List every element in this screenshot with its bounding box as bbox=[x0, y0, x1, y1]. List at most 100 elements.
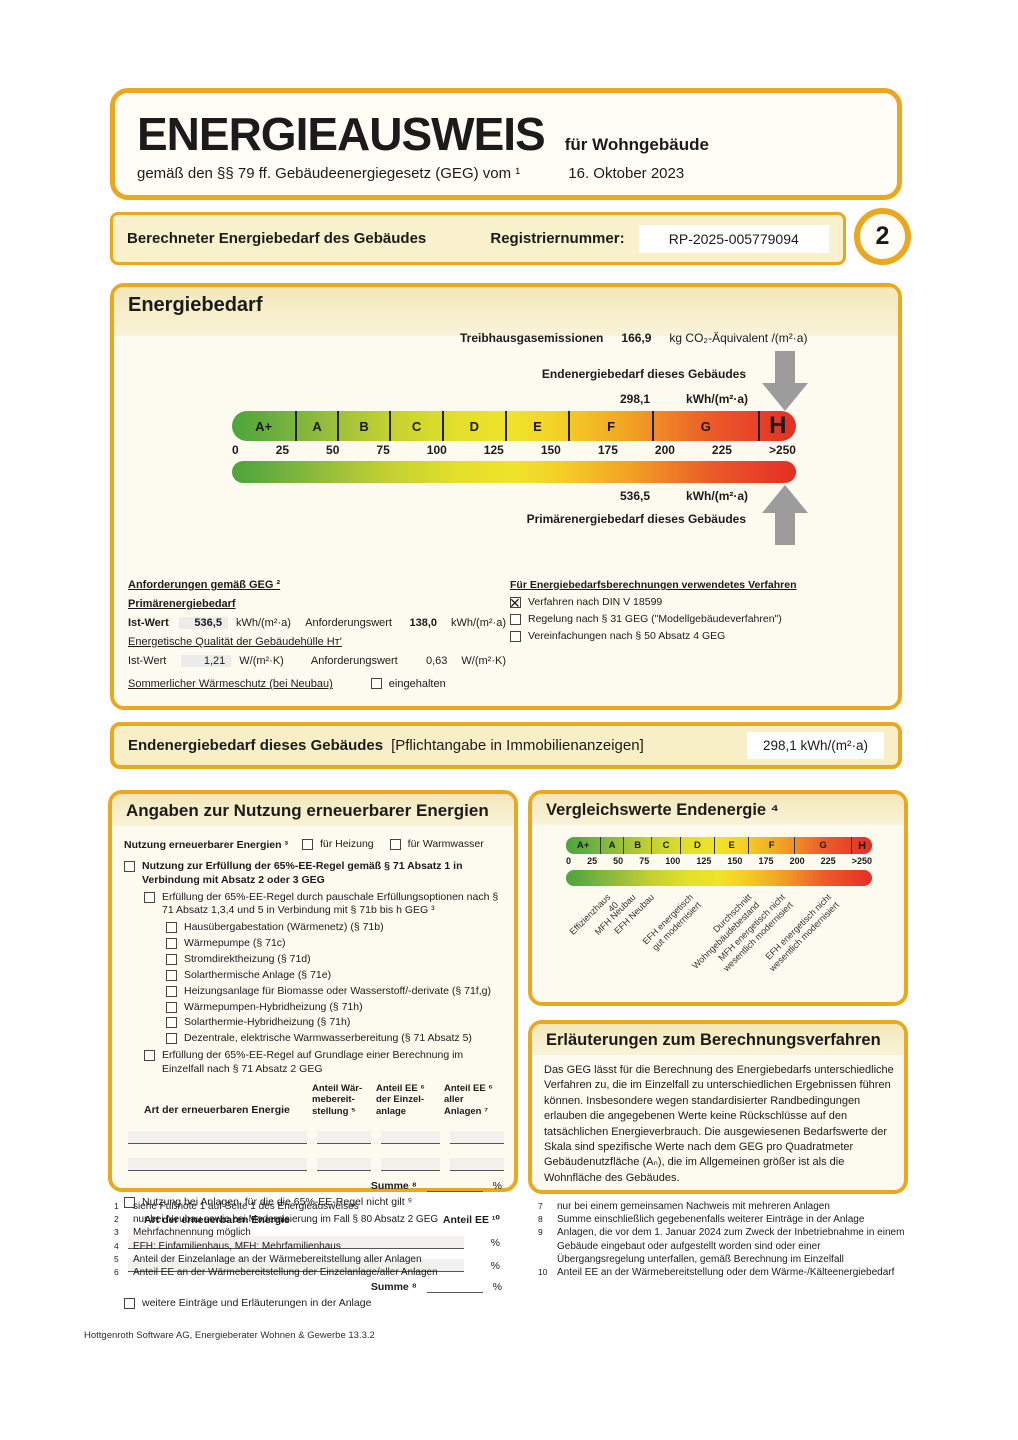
footnote: 5 Anteil der Einzelanlage an der Wärmebe… bbox=[114, 1253, 526, 1266]
checkbox[interactable] bbox=[166, 922, 177, 934]
checkbox[interactable] bbox=[510, 613, 521, 625]
anforderungswert-unit: kWh/(m²·a) bbox=[451, 617, 506, 629]
pauschal-sub-option-label: Dezentrale, elektrische Warmwasserbereit… bbox=[184, 1032, 472, 1045]
ghg-value: 166,9 bbox=[621, 331, 652, 345]
treibhausgas-row: Treibhausgasemissionen 166,9 kg CO₂-Äqui… bbox=[460, 331, 807, 345]
pauschal-option: Erfüllung der 65%-EE-Regel durch pauscha… bbox=[144, 891, 504, 919]
percent-sign: % bbox=[490, 1259, 500, 1272]
anforderungswert-value: 0,63 bbox=[425, 655, 448, 667]
scale-segment: A bbox=[295, 411, 337, 441]
checkbox[interactable] bbox=[370, 678, 382, 689]
footnote: 1 siehe Fußnote 1 auf Seite 1 des Energi… bbox=[114, 1200, 526, 1213]
pauschal-sub-option: Heizungsanlage für Biomasse oder Wassers… bbox=[166, 985, 504, 999]
geg-date: 16. Oktober 2023 bbox=[568, 165, 685, 182]
checkbox[interactable] bbox=[124, 860, 135, 872]
col-ee-alle-anlagen-label: Anteil EE ⁶ aller Anlagen ⁷ bbox=[444, 1082, 493, 1117]
checkbox[interactable] bbox=[144, 891, 155, 903]
scale-segment-letter: C bbox=[411, 418, 422, 434]
footnote-number: 3 bbox=[114, 1227, 119, 1238]
scale-segment: E bbox=[714, 837, 748, 854]
vergleich-class-bar: A+ A B C D E F G bbox=[566, 837, 872, 854]
vergleich-scale: A+ A B C D E F G bbox=[566, 837, 872, 886]
footnote-text: nur bei Neubau sowie bei Modernisierung … bbox=[133, 1214, 439, 1226]
summe-label: Summe ⁸ bbox=[370, 1280, 417, 1293]
pflichtangabe-bar: Endenergiebedarf dieses Gebäudes [Pflich… bbox=[110, 722, 902, 769]
anforderungswert-value: 138,0 bbox=[409, 617, 437, 629]
pauschal-sub-option: Wärmepumpe (§ 71c) bbox=[166, 937, 504, 951]
input-line[interactable] bbox=[316, 1158, 372, 1172]
footnote-number: 4 bbox=[114, 1240, 119, 1251]
einzelfall-label: Erfüllung der 65%-EE-Regel auf Grundlage… bbox=[162, 1049, 464, 1076]
input-line[interactable] bbox=[128, 1131, 307, 1145]
checkbox[interactable] bbox=[166, 985, 177, 997]
footnote-number: 6 bbox=[114, 1266, 119, 1277]
checkbox[interactable] bbox=[144, 1050, 155, 1062]
scale-segment: C bbox=[651, 837, 679, 854]
section-energiebedarf: Energiebedarf Treibhausgasemissionen 166… bbox=[110, 283, 902, 710]
scale-segment-letter: B bbox=[634, 840, 642, 851]
page-number: 2 bbox=[875, 222, 890, 250]
nutzung-option: für Heizung bbox=[301, 838, 374, 852]
input-line[interactable] bbox=[449, 1158, 504, 1172]
checkbox[interactable] bbox=[301, 839, 313, 850]
percent-sign: % bbox=[492, 1180, 502, 1193]
summe-label: Summe ⁸ bbox=[370, 1180, 417, 1193]
scale-tick: 225 bbox=[820, 856, 836, 866]
input-line[interactable] bbox=[316, 1131, 372, 1145]
scale-tick: 175 bbox=[758, 856, 774, 866]
weitere-eintraege-option: weitere Einträge und Erläuterungen in de… bbox=[124, 1297, 504, 1311]
ee-table2-row: % bbox=[128, 1258, 504, 1272]
footnote-text: Anteil EE an der Wärmebereitstellung ode… bbox=[557, 1266, 895, 1278]
checkbox[interactable] bbox=[166, 1017, 177, 1029]
registration-number-value[interactable]: RP-2025-005779094 bbox=[638, 224, 829, 253]
checkbox[interactable] bbox=[389, 839, 401, 850]
vergleichswerte-title: Vergleichswerte Endenergie ⁴ bbox=[532, 794, 904, 825]
page-subtitle: für Wohngebäude bbox=[564, 135, 709, 154]
scale-tick: 25 bbox=[587, 856, 598, 866]
pauschal-sub-option: Solarthermie-Hybridheizung (§ 71h) bbox=[166, 1016, 504, 1030]
ist-wert-unit: kWh/(m²·a) bbox=[235, 617, 291, 629]
footnote-number: 1 bbox=[114, 1201, 119, 1211]
input-line[interactable] bbox=[426, 1179, 483, 1193]
weitere-eintraege-label: weitere Einträge und Erläuterungen in de… bbox=[142, 1296, 372, 1309]
scale-tick: 0 bbox=[566, 856, 572, 866]
verfahren-heading: Für Energiebedarfsberechnungen verwendet… bbox=[510, 579, 797, 591]
scale-segment: G bbox=[793, 837, 851, 854]
checkbox[interactable] bbox=[166, 969, 177, 981]
primaerenergiebedarf-heading: Primärenergiebedarf bbox=[128, 598, 236, 610]
input-line[interactable] bbox=[128, 1235, 464, 1249]
checkbox[interactable] bbox=[166, 1001, 177, 1013]
percent-sign: % bbox=[492, 1280, 502, 1293]
checkbox[interactable] bbox=[510, 630, 521, 642]
verfahren-block: Für Energiebedarfsberechnungen verwendet… bbox=[509, 579, 896, 647]
anforderungen-block: Anforderungen gemäß GEG ² Primärenergieb… bbox=[128, 579, 506, 702]
scale-segment: B bbox=[336, 411, 389, 441]
footnotes-right: 7 nur bei einem gemeinsamen Nachweis mit… bbox=[538, 1200, 910, 1279]
scale-segment: A+ bbox=[566, 837, 600, 854]
energiebedarf-title: Energiebedarf bbox=[114, 287, 898, 336]
checkbox[interactable] bbox=[166, 954, 177, 966]
primaerenergie-requirement-row: Ist-Wert 536,5 kWh/(m²·a) Anforderungswe… bbox=[128, 617, 506, 629]
verfahren-option-label: Verfahren nach DIN V 18599 bbox=[528, 596, 663, 608]
input-line[interactable] bbox=[381, 1131, 440, 1145]
scale-tick: 100 bbox=[665, 856, 681, 866]
scale-segment: H bbox=[757, 411, 796, 441]
anforderungswert-unit: W/(m²·K) bbox=[461, 655, 506, 667]
checkbox[interactable] bbox=[166, 938, 177, 950]
input-line[interactable] bbox=[128, 1158, 307, 1172]
footnote-text: Mehrfachnennung möglich bbox=[133, 1227, 251, 1239]
checkbox[interactable] bbox=[509, 594, 521, 612]
checkbox[interactable] bbox=[166, 1033, 177, 1045]
footnote: 9 Anlagen, die vor dem 1. Januar 2024 zu… bbox=[538, 1226, 910, 1266]
checkbox[interactable] bbox=[124, 1197, 135, 1209]
scale-segment-letter: B bbox=[359, 418, 369, 434]
col-ee-einzelanlage-label: Anteil EE ⁶ der Einzel- anlage bbox=[376, 1082, 425, 1117]
input-line[interactable] bbox=[449, 1131, 504, 1145]
ee-table-row bbox=[128, 1131, 504, 1145]
input-line[interactable] bbox=[128, 1258, 464, 1272]
scale-segment-letter: D bbox=[469, 418, 480, 434]
pauschal-sub-option-label: Solarthermische Anlage (§ 71e) bbox=[184, 968, 332, 981]
input-line[interactable] bbox=[381, 1158, 440, 1172]
checkbox[interactable] bbox=[124, 1297, 135, 1309]
input-line[interactable] bbox=[426, 1280, 483, 1293]
